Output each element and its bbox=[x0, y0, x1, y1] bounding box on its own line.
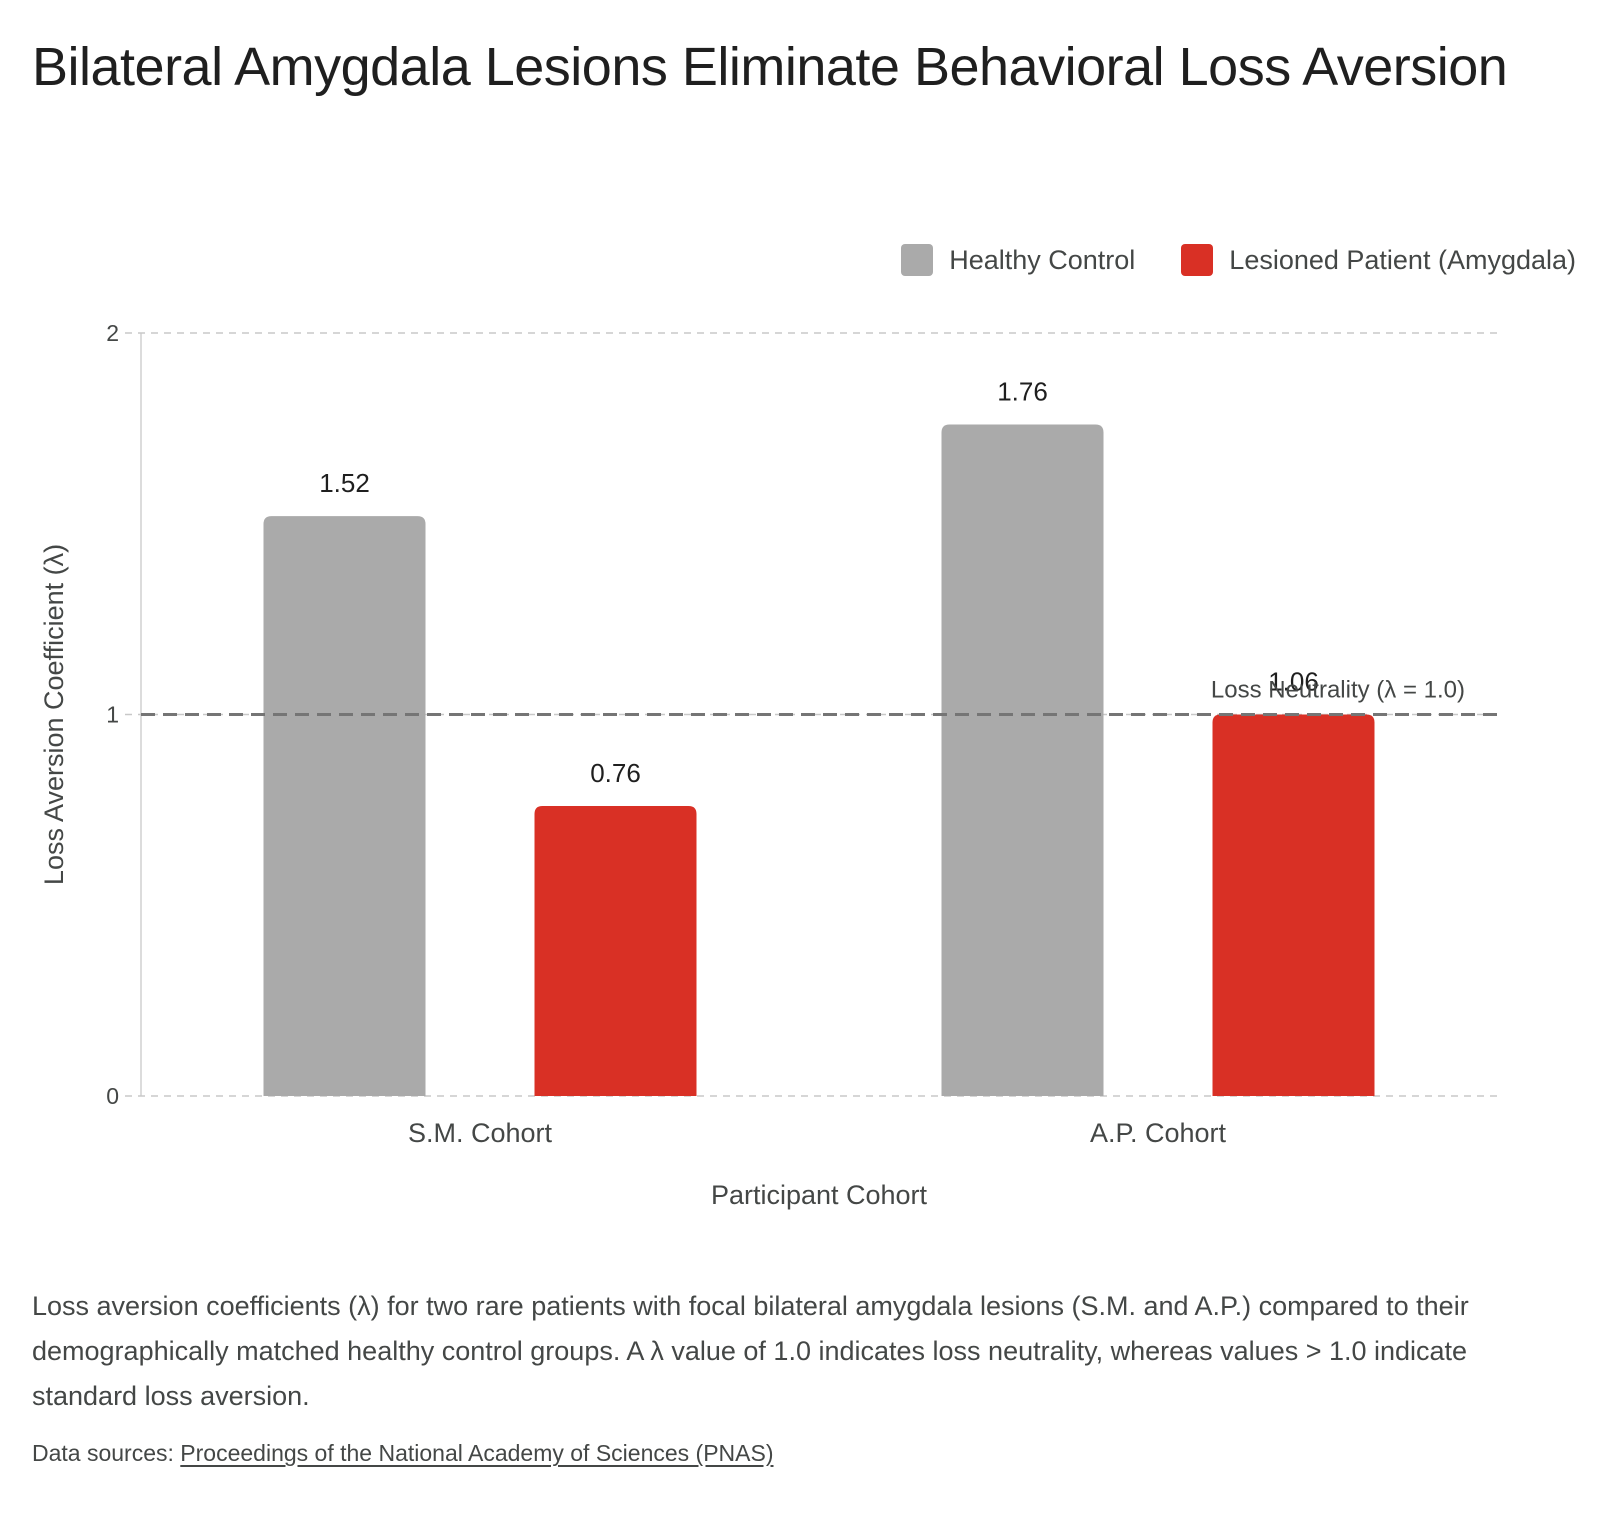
bar-data-label: 1.06 bbox=[1268, 667, 1319, 697]
data-sources: Data sources: Proceedings of the Nationa… bbox=[32, 1440, 774, 1467]
x-tick-label: A.P. Cohort bbox=[1090, 1118, 1227, 1148]
legend-item-healthy-control: Healthy Control bbox=[901, 244, 1135, 276]
bar-data-label: 1.76 bbox=[997, 377, 1048, 407]
bar bbox=[534, 806, 697, 1096]
legend-label-lesioned-patient: Lesioned Patient (Amygdala) bbox=[1229, 244, 1576, 275]
data-source-link[interactable]: Proceedings of the National Academy of S… bbox=[180, 1440, 774, 1466]
reference-line-label: Loss Neutrality (λ = 1.0) bbox=[1211, 677, 1465, 704]
bar-chart: 0 1 2 Loss Aversion Coefficient (λ) 1.52 0.76… bbox=[39, 320, 1497, 1210]
chart-legend: Healthy Control Lesioned Patient (Amygda… bbox=[901, 244, 1576, 276]
data-sources-prefix: Data sources: bbox=[32, 1440, 181, 1466]
legend-label-healthy-control: Healthy Control bbox=[949, 244, 1136, 275]
y-axis-title: Loss Aversion Coefficient (λ) bbox=[39, 544, 69, 885]
legend-swatch-healthy-control bbox=[901, 244, 934, 276]
y-tick-label: 1 bbox=[106, 702, 119, 728]
x-tick-label: S.M. Cohort bbox=[408, 1118, 553, 1148]
bar bbox=[1212, 714, 1375, 1096]
bar-data-label: 1.52 bbox=[319, 468, 370, 498]
bar bbox=[941, 424, 1104, 1096]
y-tick-label: 0 bbox=[106, 1083, 119, 1109]
chart-title: Bilateral Amygdala Lesions Eliminate Beh… bbox=[32, 37, 1508, 97]
bar bbox=[263, 516, 426, 1096]
legend-item-lesioned-patient: Lesioned Patient (Amygdala) bbox=[1181, 244, 1576, 276]
y-tick-label: 2 bbox=[106, 320, 119, 346]
chart-caption: Loss aversion coefficients (λ) for two r… bbox=[32, 1291, 1469, 1411]
x-axis-title: Participant Cohort bbox=[711, 1180, 928, 1210]
legend-swatch-lesioned-patient bbox=[1181, 244, 1214, 276]
bar-data-label: 0.76 bbox=[590, 758, 641, 788]
